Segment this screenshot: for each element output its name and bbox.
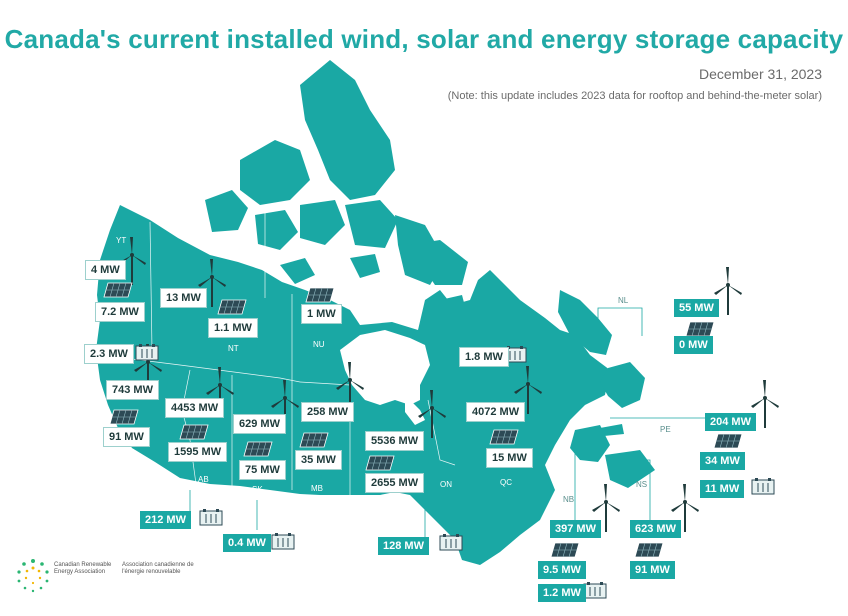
yt-wind-capacity: 4 MW [85,260,126,280]
pe-wind-capacity: 204 MW [705,413,756,431]
province-label-mb: MB [311,484,323,493]
qc-solar-capacity: 15 MW [486,448,533,468]
province-label-ab: AB [198,475,209,484]
nt-solar-capacity: 1.1 MW [208,318,258,338]
province-label-yt: YT [116,236,127,245]
province-label-qc: QC [500,478,512,487]
mb-solar-capacity: 35 MW [295,450,342,470]
logo-text-fr: Association canadienne de l'énergie reno… [122,562,194,575]
on-solar-capacity: 2655 MW [365,473,425,493]
nb-storage-capacity: 1.2 MW [538,584,586,602]
province-label-pe: PE [660,425,671,434]
province-label-sk: SK [252,485,263,494]
qc-wind-capacity: 4072 MW [466,402,526,422]
ns-wind-capacity: 623 MW [630,520,681,538]
mb-wind-capacity: 258 MW [301,402,354,422]
nu-solar-capacity: 1 MW [301,304,342,324]
province-label-on: ON [440,480,452,489]
qc-storage-capacity: 1.8 MW [459,347,509,367]
crea-logo-icon [17,559,49,593]
province-label-bc: BC [140,460,152,469]
ab-solar-capacity: 1595 MW [168,442,228,462]
bc-storage-capacity: 212 MW [140,511,191,529]
nl-wind-capacity: 55 MW [674,299,719,317]
nt-wind-capacity: 13 MW [160,288,207,308]
on-wind-capacity: 5536 MW [365,431,425,451]
province-label-nb: NB [563,495,575,504]
note-text: (Note: this update includes 2023 data fo… [447,90,822,102]
page-title: Canada's current installed wind, solar a… [4,24,844,54]
on-storage-capacity: 128 MW [378,537,429,555]
nb-wind-capacity: 397 MW [550,520,601,538]
bc-wind-capacity: 743 MW [106,380,159,400]
logo-text-en: Canadian Renewable Energy Association [54,562,112,575]
province-label-ns: NS [636,480,648,489]
bc-solar-capacity: 91 MW [103,427,150,447]
ab-wind-capacity: 4453 MW [165,398,225,418]
nb-solar-capacity: 9.5 MW [538,561,586,579]
nl-solar-capacity: 0 MW [674,336,713,354]
province-label-nu: NU [313,340,325,349]
sk-storage-capacity: 0.4 MW [223,534,271,552]
province-label-nl: NL [618,296,629,305]
yt-solar-capacity: 7.2 MW [95,302,145,322]
province-label-nt: NT [228,344,239,353]
pe-storage-capacity: 11 MW [700,480,745,498]
ns-solar-capacity: 91 MW [630,561,675,579]
pe-solar-capacity: 34 MW [700,452,745,470]
sk-solar-capacity: 75 MW [239,460,286,480]
nt-storage-capacity: 2.3 MW [84,344,134,364]
sk-wind-capacity: 629 MW [233,414,286,434]
date-label: December 31, 2023 [699,66,822,82]
crea-logo: Canadian Renewable Energy Association As… [14,556,204,602]
